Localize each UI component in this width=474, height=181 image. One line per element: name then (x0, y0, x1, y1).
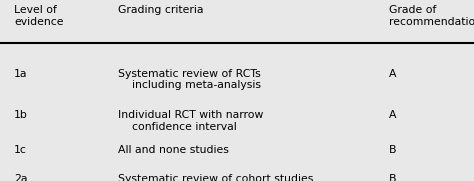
Text: 1c: 1c (14, 145, 27, 155)
Text: Grade of
recommendation: Grade of recommendation (389, 5, 474, 27)
Text: B: B (389, 174, 396, 181)
Text: Level of
evidence: Level of evidence (14, 5, 64, 27)
Text: Systematic review of cohort studies: Systematic review of cohort studies (118, 174, 314, 181)
Text: 2a: 2a (14, 174, 27, 181)
Text: B: B (389, 145, 396, 155)
Text: Systematic review of RCTs
    including meta-analysis: Systematic review of RCTs including meta… (118, 69, 262, 90)
Text: A: A (389, 110, 396, 120)
Text: A: A (389, 69, 396, 79)
Text: Individual RCT with narrow
    confidence interval: Individual RCT with narrow confidence in… (118, 110, 264, 132)
Text: Grading criteria: Grading criteria (118, 5, 204, 15)
Text: 1a: 1a (14, 69, 27, 79)
Text: All and none studies: All and none studies (118, 145, 229, 155)
Text: 1b: 1b (14, 110, 28, 120)
